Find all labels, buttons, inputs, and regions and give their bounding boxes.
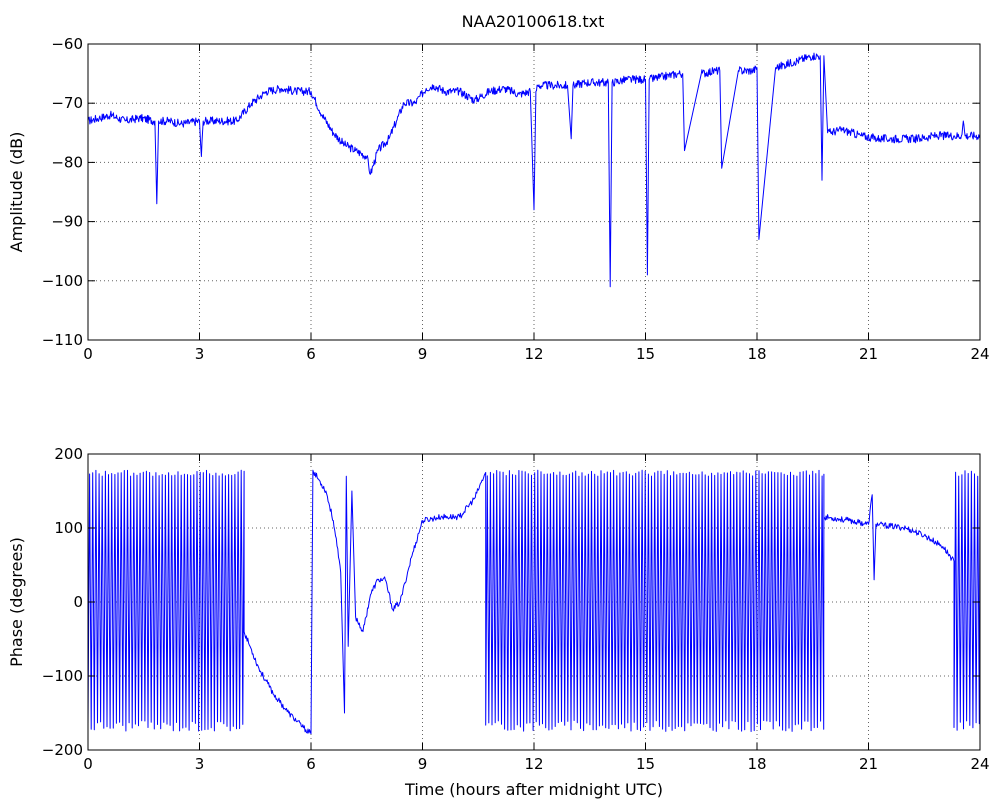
amplitude-ylabel: Amplitude (dB) (7, 132, 26, 253)
time-xlabel: Time (hours after midnight UTC) (404, 780, 663, 799)
x-tick-label: 0 (83, 345, 93, 363)
x-tick-label: 21 (859, 755, 878, 773)
y-tick-label: −90 (51, 213, 83, 231)
x-tick-label: 0 (83, 755, 93, 773)
y-tick-label: −200 (42, 741, 83, 759)
y-tick-label: 200 (54, 445, 83, 463)
y-tick-label: 0 (73, 593, 83, 611)
phase-ticks: 0 3 6 9 12 15 18 21 24 −200 −100 0 100 200 (42, 445, 990, 773)
y-tick-label: −70 (51, 94, 83, 112)
x-tick-label: 18 (747, 345, 766, 363)
x-tick-label: 3 (195, 345, 205, 363)
amplitude-ticks: 0 3 6 9 12 15 18 21 24 −110 −100 −90 −80 −70 −60 (42, 35, 990, 363)
x-tick-label: 6 (306, 755, 316, 773)
x-tick-label: 6 (306, 345, 316, 363)
phase-axes: 0 3 6 9 12 15 18 21 24 −200 −100 0 100 200 Phase (deg… (7, 445, 990, 773)
x-tick-label: 21 (859, 345, 878, 363)
phase-ylabel: Phase (degrees) (7, 537, 26, 667)
x-tick-label: 9 (418, 345, 428, 363)
y-tick-label: −100 (42, 272, 83, 290)
amplitude-line (87, 52, 981, 288)
chart-title: NAA20100618.txt (462, 12, 605, 31)
x-tick-label: 9 (418, 755, 428, 773)
amplitude-axes: 0 3 6 9 12 15 18 21 24 −110 −100 −90 −80 −70 −60 Ampli… (7, 35, 990, 363)
x-tick-label: 3 (195, 755, 205, 773)
x-tick-label: 12 (524, 345, 543, 363)
x-tick-label: 18 (747, 755, 766, 773)
y-tick-label: −80 (51, 153, 83, 171)
x-tick-label: 15 (636, 345, 655, 363)
amplitude-series (87, 52, 981, 288)
y-tick-label: −60 (51, 35, 83, 53)
phase-line (87, 469, 981, 735)
y-tick-label: −100 (42, 667, 83, 685)
phase-series (87, 469, 981, 735)
y-tick-label: −110 (42, 331, 83, 349)
x-tick-label: 24 (970, 755, 989, 773)
x-tick-label: 12 (524, 755, 543, 773)
y-tick-label: 100 (54, 519, 83, 537)
x-tick-label: 24 (970, 345, 989, 363)
x-tick-label: 15 (636, 755, 655, 773)
